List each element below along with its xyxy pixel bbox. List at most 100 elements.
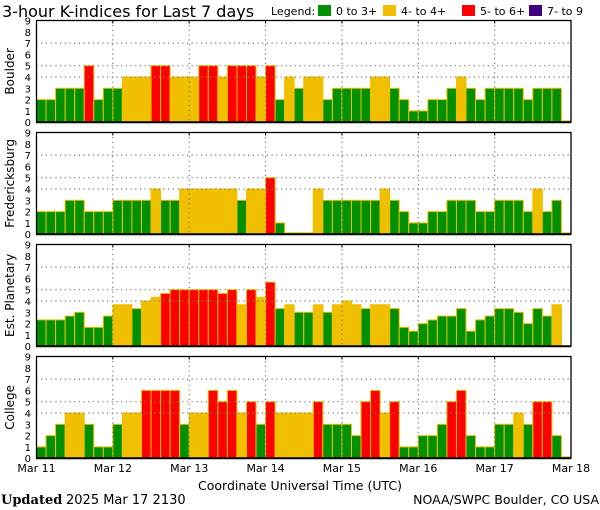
y-tick-label: 1 (25, 331, 31, 342)
k-index-bar (398, 326, 410, 347)
k-index-bar (226, 188, 238, 235)
y-tick-label: 3 (25, 308, 31, 319)
k-index-bar (207, 65, 219, 123)
y-tick-label: 7 (25, 375, 31, 386)
k-index-bar (236, 199, 247, 235)
k-index-bar (370, 389, 381, 459)
y-tick-label: 6 (25, 50, 31, 61)
k-index-bar (436, 423, 448, 459)
x-tick-label: Mar 15 (323, 462, 361, 475)
legend: Legend: 0 to 3+ 4- to 4+ 5- to 6+ 7- to 9 (271, 5, 583, 18)
k-index-bar (93, 326, 104, 347)
k-index-bar (379, 412, 391, 459)
k-index-bar (284, 304, 295, 347)
k-index-bar (427, 211, 438, 235)
k-index-bar (274, 222, 286, 235)
k-index-bar (427, 435, 438, 459)
k-index-bar (494, 308, 505, 347)
k-index-bar (74, 311, 85, 347)
y-tick-label: 8 (25, 364, 31, 375)
k-index-bar (522, 99, 534, 123)
k-index-bar (513, 87, 524, 123)
k-index-bar (74, 199, 85, 235)
legend-entry: 0 to 3+ (336, 5, 377, 18)
legend-swatch (318, 5, 331, 16)
y-tick-label: 8 (25, 252, 31, 263)
k-index-bar (522, 423, 534, 459)
y-tick-label: 2 (25, 320, 31, 331)
k-index-bar (245, 188, 257, 235)
k-index-bar (293, 412, 305, 459)
k-index-bar (265, 177, 276, 235)
k-index-bar (45, 319, 57, 347)
k-index-bar (494, 423, 505, 459)
k-index-bar (284, 76, 295, 123)
k-index-bar (389, 87, 400, 123)
y-tick-label: 6 (25, 162, 31, 173)
k-index-bar (36, 211, 47, 235)
k-index-bar (465, 199, 477, 235)
k-index-bar (64, 412, 76, 459)
k-index-bar (93, 446, 104, 459)
k-index-bar (131, 199, 142, 235)
x-axis-title: Coordinate Universal Time (UTC) (198, 478, 402, 493)
k-index-bar (475, 319, 486, 347)
k-index-bar (370, 199, 381, 235)
k-index-bar (513, 412, 524, 459)
legend-entry: 7- to 9 (547, 5, 583, 18)
y-tick-label: 1 (25, 219, 31, 230)
k-index-bar (83, 211, 95, 235)
k-index-bar (207, 289, 219, 347)
k-index-bar (207, 389, 219, 459)
k-index-bar (417, 222, 429, 235)
k-index-bar (503, 308, 515, 347)
k-index-bar (55, 211, 66, 235)
k-index-bar (226, 289, 238, 347)
k-index-bar (255, 76, 267, 123)
k-index-bar (226, 389, 238, 459)
x-tick-label: Mar 13 (170, 462, 208, 475)
chart-title: 3-hour K-indices for Last 7 days (2, 2, 254, 21)
k-index-bar (551, 87, 562, 123)
k-index-bar (160, 199, 171, 235)
k-index-bar (446, 401, 457, 459)
x-tick-label: Mar 17 (476, 462, 514, 475)
k-index-bar (475, 446, 486, 459)
k-index-bar (198, 65, 209, 123)
y-tick-label: 3 (25, 420, 31, 431)
y-tick-label: 9 (25, 129, 31, 140)
k-index-bar (475, 99, 486, 123)
k-index-bar (350, 435, 362, 459)
k-index-bar (541, 315, 553, 347)
k-index-bar (284, 412, 295, 459)
x-tick-label: Mar 16 (399, 462, 437, 475)
k-index-bar (312, 188, 324, 235)
k-index-bar (140, 76, 152, 123)
panel-label: College (3, 385, 17, 430)
y-tick-label: 0 (25, 230, 31, 241)
k-index-bar (112, 423, 123, 459)
k-index-bar (236, 412, 247, 459)
y-tick-label: 0 (25, 342, 31, 353)
k-index-bar (93, 211, 104, 235)
k-index-bar (379, 76, 391, 123)
k-index-bar (236, 304, 247, 347)
k-index-bar (198, 289, 209, 347)
k-index-bar (455, 389, 467, 459)
x-tick-label: Mar 14 (246, 462, 284, 475)
k-index-bar (150, 188, 162, 235)
k-index-bar (455, 199, 467, 235)
y-tick-label: 4 (25, 409, 31, 420)
k-index-bar (83, 65, 95, 123)
k-index-bar (274, 308, 286, 347)
k-index-bar (417, 435, 429, 459)
k-index-bar (198, 412, 209, 459)
x-tick-label: Mar 11 (17, 462, 55, 475)
k-index-bar (140, 389, 152, 459)
k-index-bar (541, 401, 553, 459)
k-index-bar (484, 87, 496, 123)
